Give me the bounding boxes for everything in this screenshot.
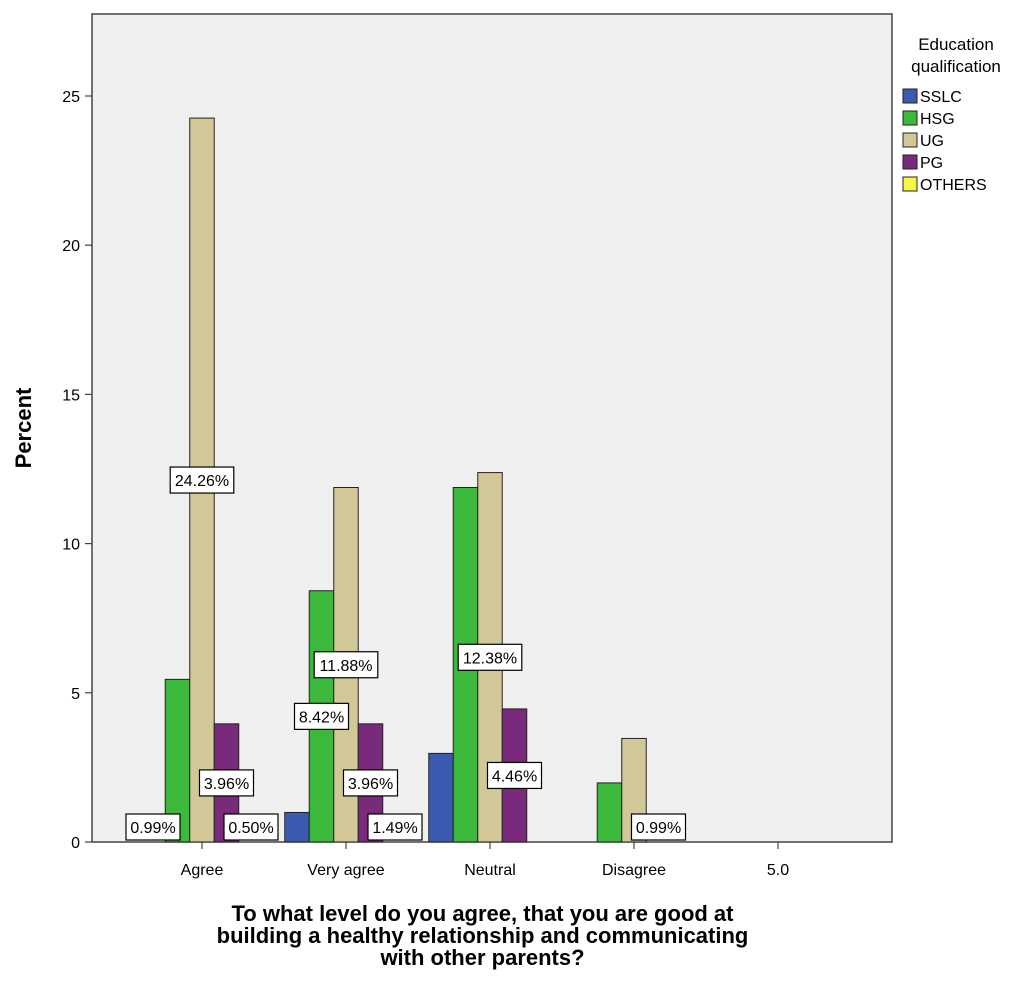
legend-title-line: qualification — [911, 57, 1001, 76]
legend-label: HSG — [920, 111, 955, 128]
x-tick-label: 5.0 — [767, 862, 789, 879]
legend-swatch — [903, 89, 917, 103]
x-axis-title-line: building a healthy relationship and comm… — [110, 925, 855, 947]
y-tick-label: 5 — [71, 686, 80, 703]
legend-swatch — [903, 133, 917, 147]
legend-swatch — [903, 155, 917, 169]
svg-text:0.50%: 0.50% — [228, 820, 273, 837]
x-axis: Agree Very agree Neutral Disagree 5.0 — [181, 842, 790, 879]
bar-sslc — [429, 753, 454, 842]
legend-swatch — [903, 177, 917, 191]
legend-swatch — [903, 111, 917, 125]
bar-sslc — [285, 812, 310, 842]
x-tick-label: Agree — [181, 862, 224, 879]
legend-title-line: Education — [918, 35, 994, 54]
bar-hsg — [597, 783, 622, 842]
data-label: 24.26% — [170, 467, 234, 493]
y-tick-label: 10 — [62, 537, 80, 554]
x-axis-title-line: To what level do you agree, that you are… — [110, 903, 855, 925]
data-label: 4.46% — [488, 762, 542, 788]
x-axis-title: To what level do you agree, that you are… — [110, 903, 855, 969]
data-label: 1.49% — [368, 814, 422, 840]
legend-item-sslc: SSLC — [903, 89, 962, 106]
y-tick-label: 20 — [62, 238, 80, 255]
x-tick-label: Very agree — [307, 862, 384, 879]
data-label: 0.50% — [224, 814, 278, 840]
data-label: 11.88% — [314, 652, 378, 678]
x-tick-label: Disagree — [602, 862, 666, 879]
svg-text:1.49%: 1.49% — [372, 820, 417, 837]
svg-text:11.88%: 11.88% — [319, 658, 372, 675]
data-label: 12.38% — [458, 644, 522, 670]
x-tick-label: Neutral — [464, 862, 516, 879]
legend-label: SSLC — [920, 89, 962, 106]
y-tick-label: 25 — [62, 89, 80, 106]
svg-text:3.96%: 3.96% — [204, 776, 249, 793]
legend-label: UG — [920, 133, 944, 150]
y-tick-label: 0 — [71, 835, 80, 852]
svg-text:4.46%: 4.46% — [492, 768, 537, 785]
x-axis-title-line: with other parents? — [110, 947, 855, 969]
svg-text:0.99%: 0.99% — [130, 820, 175, 837]
svg-text:24.26%: 24.26% — [175, 473, 229, 490]
data-label: 3.96% — [344, 770, 398, 796]
data-label: 3.96% — [200, 770, 254, 796]
legend-item-hsg: HSG — [903, 111, 955, 128]
svg-text:8.42%: 8.42% — [299, 709, 344, 726]
legend-item-ug: UG — [903, 133, 944, 150]
legend-item-others: OTHERS — [903, 177, 987, 194]
svg-text:12.38%: 12.38% — [463, 650, 517, 667]
data-label: 8.42% — [295, 703, 349, 729]
svg-text:0.99%: 0.99% — [636, 820, 681, 837]
legend: Education qualification SSLC HSG UG PG OTHER… — [903, 35, 1001, 194]
data-label: 0.99% — [632, 814, 686, 840]
legend-label: PG — [920, 155, 943, 172]
y-tick-label: 15 — [62, 387, 80, 404]
data-label: 0.99% — [126, 814, 180, 840]
legend-item-pg: PG — [903, 155, 943, 172]
svg-text:3.96%: 3.96% — [348, 776, 393, 793]
y-axis: 0 5 10 15 20 25 — [62, 89, 92, 852]
legend-label: OTHERS — [920, 177, 987, 194]
y-axis-title: Percent — [11, 387, 36, 468]
